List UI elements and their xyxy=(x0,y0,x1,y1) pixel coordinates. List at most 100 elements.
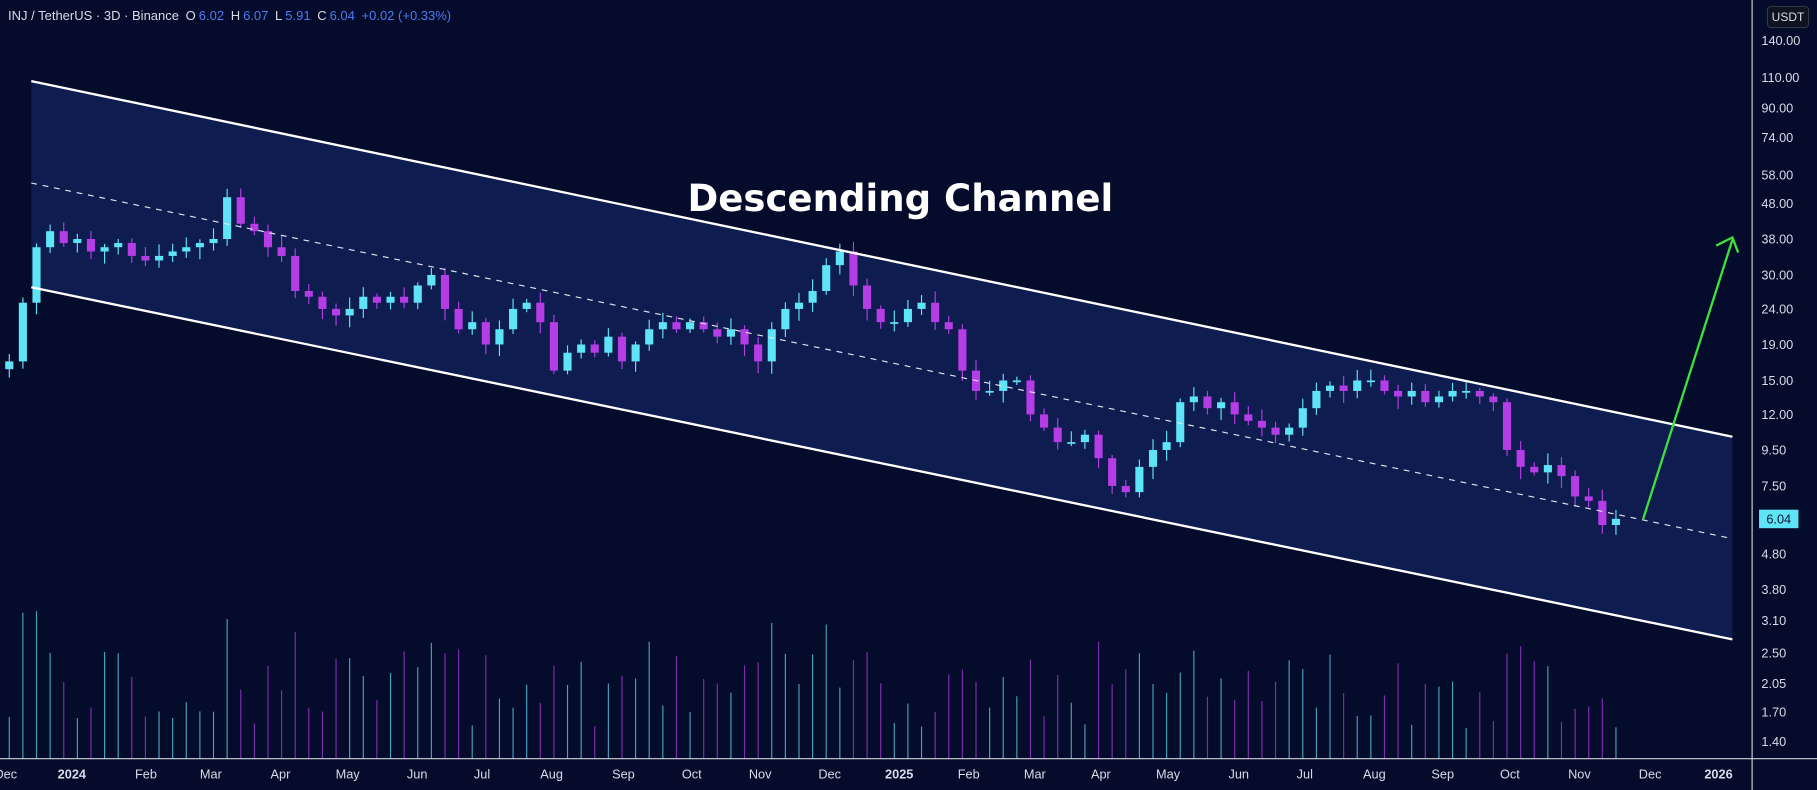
volume-bar xyxy=(335,658,337,759)
channel-lower-line xyxy=(31,286,1733,641)
volume-bar xyxy=(566,684,569,759)
price-tick-label: 24.00 xyxy=(1761,302,1793,317)
volume-bar xyxy=(1615,727,1617,759)
candle-body xyxy=(1489,396,1498,403)
volume-bar xyxy=(526,684,528,759)
candle-body xyxy=(577,344,586,353)
volume-bar xyxy=(212,711,215,759)
volume-bar xyxy=(539,702,541,759)
volume-bar xyxy=(1520,646,1522,759)
candle-body xyxy=(890,322,899,324)
candle-body xyxy=(495,329,504,345)
time-tick-label: 2024 xyxy=(58,766,87,781)
candle-body xyxy=(427,274,436,286)
volume-bar xyxy=(144,716,147,759)
volume-bar xyxy=(1070,702,1072,759)
time-tick-label: Dec xyxy=(1639,766,1662,781)
candle-body xyxy=(440,274,450,309)
candle-body xyxy=(1217,402,1226,409)
candle-body xyxy=(1244,414,1253,421)
time-tick-label: 2026 xyxy=(1704,766,1732,781)
time-tick-label: 2025 xyxy=(885,766,913,781)
volume-bar xyxy=(308,707,310,759)
candle-body xyxy=(849,251,858,286)
volume-bar xyxy=(743,665,746,759)
volume-bar xyxy=(8,717,10,759)
time-tick-label: Feb xyxy=(135,766,157,781)
candle-body xyxy=(413,285,422,303)
candle-body xyxy=(250,223,259,232)
volume-bar xyxy=(1479,692,1481,759)
candle-body xyxy=(1312,390,1321,409)
breakout-arrow xyxy=(1642,235,1740,520)
candle-body xyxy=(1516,449,1525,467)
time-tick-label: Apr xyxy=(1091,766,1112,781)
chart-title: Descending Channel xyxy=(687,177,1113,220)
open-label: O xyxy=(185,8,196,23)
candle-body xyxy=(154,255,164,261)
volume-bar xyxy=(934,711,936,759)
candle-body xyxy=(999,380,1008,391)
volume-bar xyxy=(1029,659,1032,759)
time-tick-label: Oct xyxy=(682,766,702,781)
volume-bar xyxy=(1057,674,1059,759)
candle-body xyxy=(522,302,531,309)
price-tick-label: 140.00 xyxy=(1761,33,1800,48)
candle-body xyxy=(1530,466,1539,473)
candle-body xyxy=(713,329,722,337)
candle-body xyxy=(59,231,68,244)
time-tick-label: Jun xyxy=(1228,766,1249,781)
candle-body xyxy=(1135,466,1144,493)
volume-bar xyxy=(757,662,759,759)
time-axis[interactable]: Dec 2024 Feb Mar Apr May Jun Jul Aug Sep Oct Nov Dec… xyxy=(0,766,1733,781)
price-tick-label: 74.00 xyxy=(1761,130,1793,145)
candle-body xyxy=(304,290,313,297)
volume-bar xyxy=(1152,684,1154,759)
price-tick-label: 38.00 xyxy=(1761,232,1793,247)
volume-bar xyxy=(253,723,255,759)
volume-bar xyxy=(131,676,133,759)
candle-body xyxy=(699,322,708,330)
candle-body xyxy=(454,308,463,330)
candle-body xyxy=(1584,496,1593,501)
candle-body xyxy=(590,344,599,353)
channel-upper-line xyxy=(31,79,1733,438)
volume-bar xyxy=(281,690,283,759)
price-tick-label: 4.80 xyxy=(1761,546,1786,561)
price-tick-label: 7.50 xyxy=(1761,479,1786,494)
price-tick-label: 58.00 xyxy=(1761,167,1793,182)
time-tick-label: Nov xyxy=(749,766,772,781)
volume-bar xyxy=(458,649,460,759)
volume-bar xyxy=(1002,677,1004,759)
candle-body xyxy=(781,308,790,330)
volume-bar xyxy=(49,652,51,759)
volume-bar xyxy=(961,669,963,759)
candle-body xyxy=(958,329,967,371)
candle-body xyxy=(277,247,286,256)
candle-body xyxy=(1543,465,1552,473)
price-tick-label: 30.00 xyxy=(1761,268,1793,283)
volume-bar xyxy=(580,661,582,759)
volume-bar xyxy=(117,653,119,759)
currency-button[interactable]: USDT xyxy=(1767,6,1809,28)
time-tick-label: Aug xyxy=(1363,766,1386,781)
volume-bars xyxy=(8,611,1617,759)
candle-body xyxy=(195,243,204,248)
price-tick-label: 19.00 xyxy=(1761,337,1793,352)
candle-body xyxy=(1421,390,1430,403)
candle-body xyxy=(1394,390,1403,397)
candle-body xyxy=(1257,420,1266,428)
candle-body xyxy=(658,322,667,330)
volume-bar xyxy=(430,642,432,759)
price-axis[interactable]: 140.00 110.00 90.00 74.00 58.00 48.00 38.00 30.… xyxy=(1761,33,1800,749)
price-tick-label: 1.70 xyxy=(1761,704,1786,719)
volume-bar xyxy=(76,718,78,759)
volume-bar xyxy=(294,631,296,759)
last-price-tag: 6.04 xyxy=(1759,509,1799,529)
volume-bar xyxy=(920,726,923,759)
volume-bar xyxy=(1274,681,1277,759)
candle-body xyxy=(236,197,245,224)
volume-bar xyxy=(825,624,827,759)
candle-body xyxy=(1271,427,1280,435)
